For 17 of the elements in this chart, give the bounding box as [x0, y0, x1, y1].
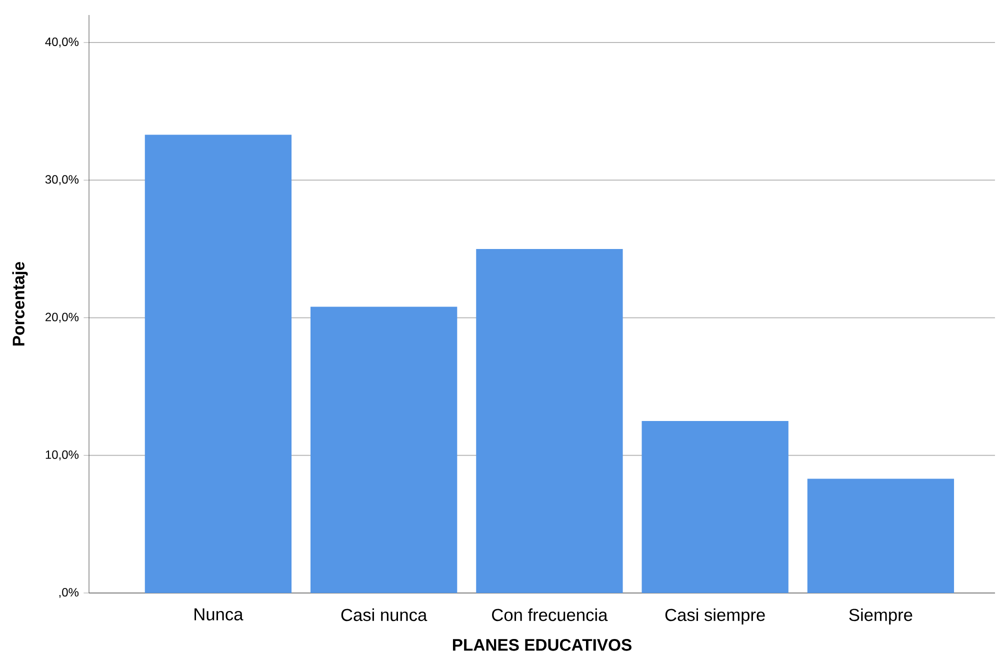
y-tick-label: ,0% [59, 588, 79, 598]
bar [476, 248, 623, 593]
x-tick-label: Casi nunca [341, 608, 428, 622]
x-tick-label: Casi siempre [665, 608, 765, 625]
y-tick-label: 20,0% [46, 312, 79, 323]
x-tick-label: Siempre [849, 608, 912, 625]
y-tick-label: 30,0% [45, 175, 79, 186]
bar [144, 134, 292, 593]
bar [642, 420, 788, 593]
y-tick-label: 10,0% [46, 450, 79, 460]
x-axis-title: PLANES EDUCATIVOS [452, 639, 632, 651]
bar [807, 478, 954, 593]
y-tick-label: 40,0% [45, 38, 79, 48]
y-axis-title: Porcentaje [12, 262, 28, 346]
x-tick-label: Con frecuencia [492, 608, 608, 622]
bar [310, 306, 458, 593]
x-tick-label: Nunca [194, 608, 244, 620]
